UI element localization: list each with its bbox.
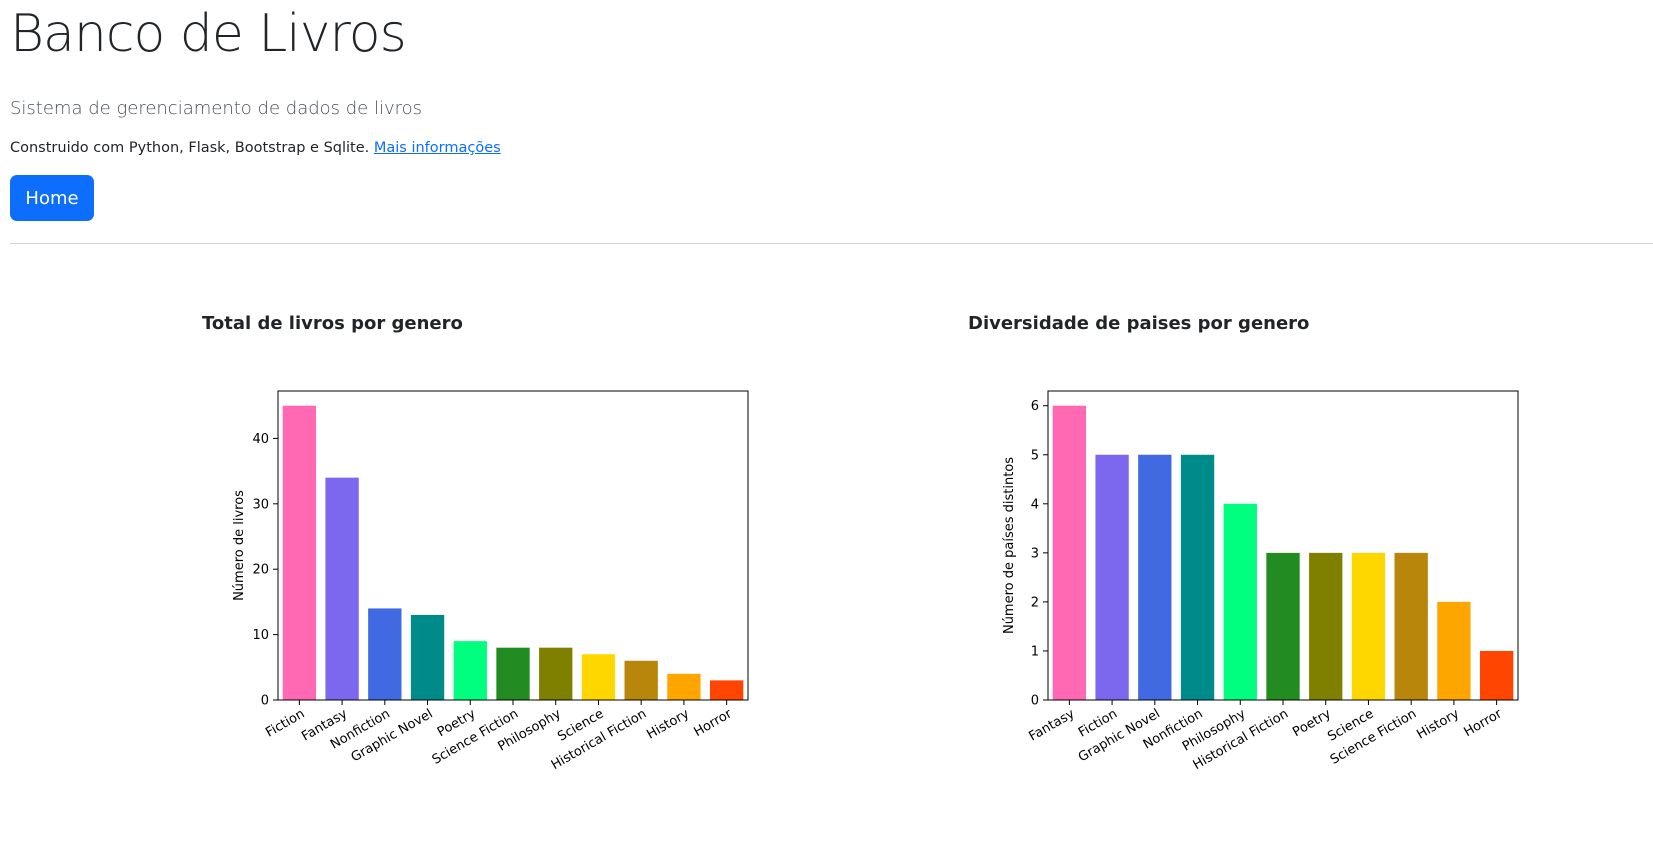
books-chart-ytick-label-1: 10 — [252, 628, 269, 643]
books-chart-bar-5 — [496, 647, 530, 700]
books-chart-bar-7 — [581, 654, 616, 700]
home-button[interactable]: Home — [10, 175, 94, 221]
countries-chart-bar-0 — [1052, 405, 1087, 700]
built-with-label: Construido com Python, Flask, Bootstrap … — [10, 140, 370, 156]
countries-chart-bar-5 — [1266, 552, 1300, 700]
countries-chart-bar-7 — [1351, 552, 1386, 700]
books-chart-bar-6 — [539, 647, 573, 700]
countries-chart-ytick-label-1: 1 — [1031, 644, 1039, 659]
countries-chart-ytick-label-0: 0 — [1031, 694, 1039, 709]
countries-chart-bar-10 — [1479, 650, 1514, 700]
more-info-link[interactable]: Mais informações — [373, 140, 501, 156]
books-chart-ytick-label-3: 30 — [252, 497, 269, 512]
books-chart-ytick-label-2: 20 — [252, 563, 269, 578]
books-by-genre-chart: 010203040FictionFantasyNonfictionGraphic… — [232, 390, 749, 773]
countries-chart-y-axis-label: Número de países distintos — [1002, 457, 1017, 634]
books-chart-bar-1 — [325, 477, 359, 700]
divider — [10, 243, 1653, 244]
chart-title-countries: Diversidade de paises por genero — [968, 313, 1310, 334]
books-chart-xtick-label-9: History — [644, 706, 692, 742]
countries-chart-bar-3 — [1180, 454, 1215, 700]
countries-chart-xtick-label-9: History — [1414, 706, 1462, 742]
countries-chart-bar-1 — [1095, 454, 1129, 700]
countries-chart-xtick-label-0: Fantasy — [1027, 706, 1078, 744]
books-chart-bar-4 — [453, 641, 487, 700]
countries-chart-bar-8 — [1394, 552, 1428, 700]
books-chart-bar-9 — [667, 673, 701, 700]
countries-chart-bar-6 — [1309, 552, 1343, 700]
countries-chart-ytick-label-5: 5 — [1031, 448, 1039, 463]
countries-chart-xtick-label-10: Horror — [1461, 706, 1505, 740]
books-chart-ytick-label-4: 40 — [252, 432, 269, 447]
books-chart-bar-0 — [282, 405, 317, 700]
books-chart-xtick-label-10: Horror — [691, 706, 735, 740]
books-chart-bar-8 — [624, 660, 658, 700]
page-subtitle: Sistema de gerenciamento de dados de liv… — [10, 98, 423, 119]
countries-chart-ytick-label-6: 6 — [1031, 399, 1039, 414]
books-chart-ytick-label-0: 0 — [261, 694, 269, 709]
page-title: Banco de Livros — [10, 4, 407, 64]
countries-chart-bar-4 — [1223, 503, 1257, 700]
books-chart-bar-3 — [410, 614, 445, 700]
countries-chart-ytick-label-3: 3 — [1031, 546, 1039, 561]
countries-chart-bar-2 — [1138, 454, 1172, 700]
countries-chart-ytick-label-2: 2 — [1031, 595, 1039, 610]
chart-title-books: Total de livros por genero — [202, 313, 463, 334]
books-chart-bar-2 — [368, 608, 402, 700]
built-with-text: Construido com Python, Flask, Bootstrap … — [10, 140, 501, 156]
books-chart-y-axis-label: Número de livros — [232, 490, 247, 601]
books-chart-bar-10 — [709, 680, 744, 700]
countries-chart-ytick-label-4: 4 — [1031, 497, 1039, 512]
countries-chart-bar-9 — [1437, 601, 1471, 700]
